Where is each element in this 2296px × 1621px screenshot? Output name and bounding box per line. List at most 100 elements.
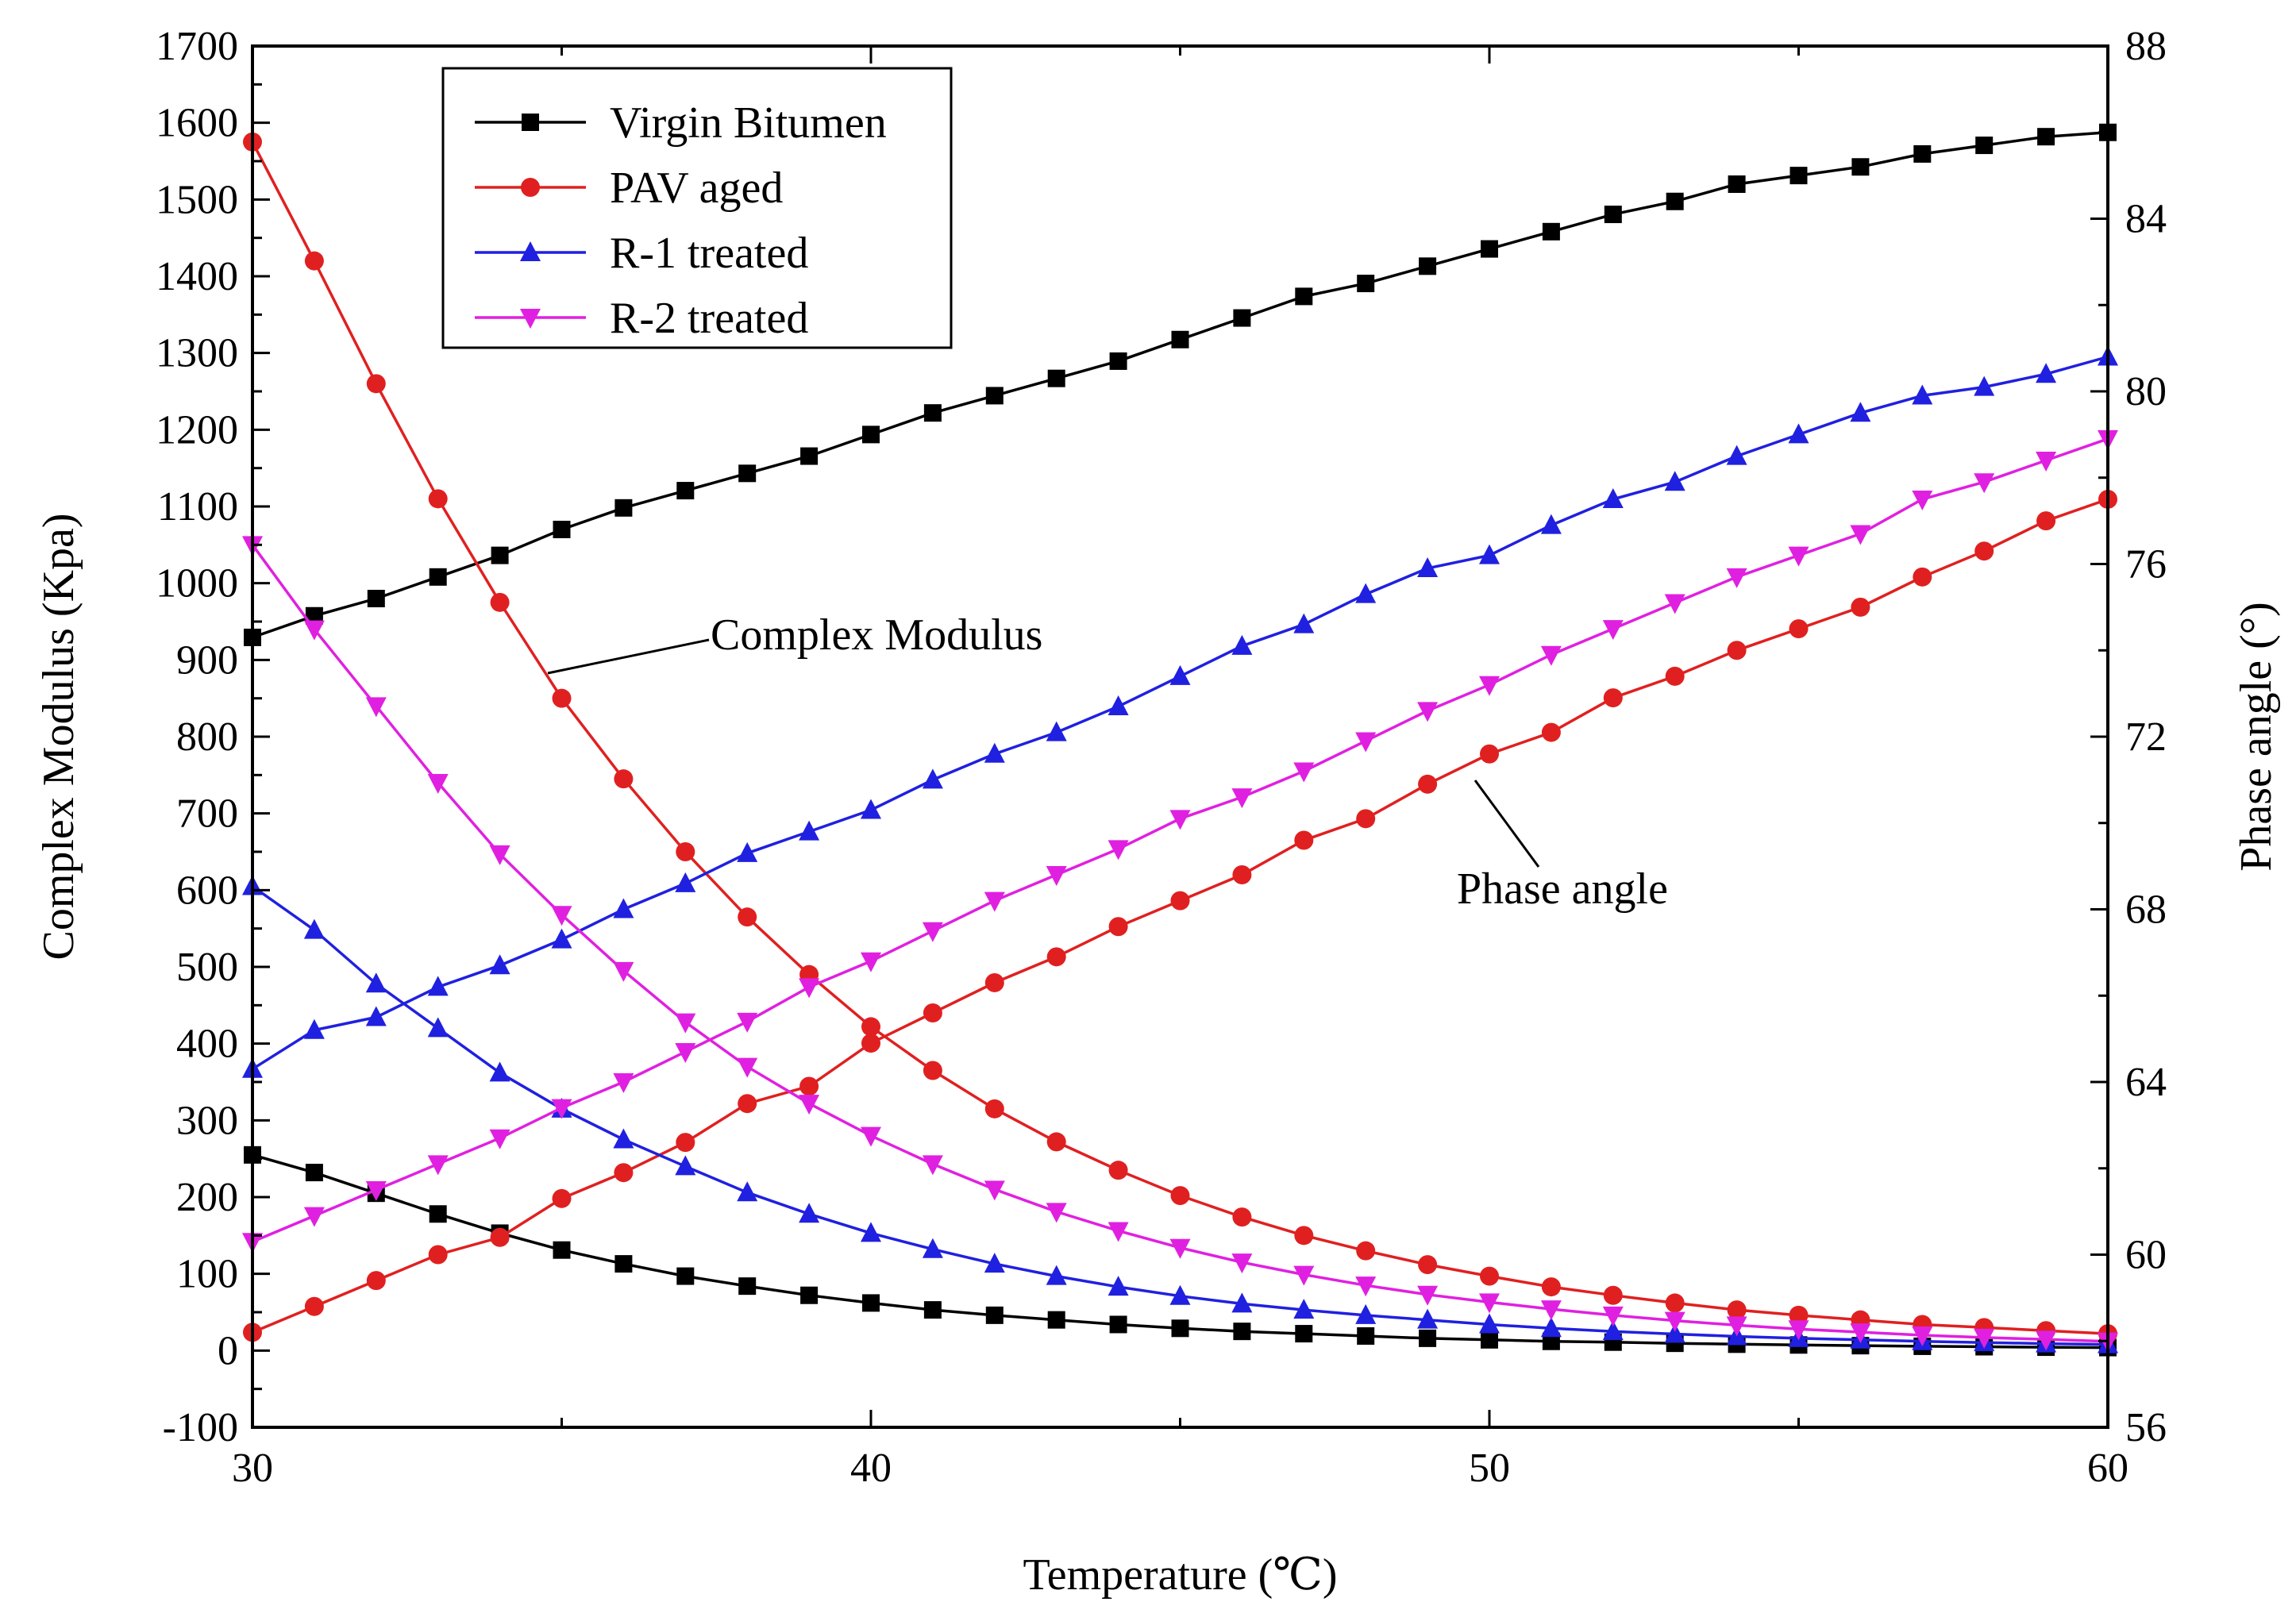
pav-aged-complex-modulus-point [676,842,695,861]
y-right-tick-label: 88 [2125,24,2167,69]
virgin-bitumen-complex-modulus-point [1357,1326,1375,1345]
annotations: Complex Modulus Phase angle [547,610,1668,914]
legend-r-1-treated-label: R-1 treated [610,229,808,278]
virgin-bitumen-phase-angle-point [738,464,757,483]
virgin-bitumen-phase-angle-point [1542,222,1560,241]
r-1-treated-phase-angle-point [737,841,758,862]
pav-aged-phase-angle-point [861,1034,880,1053]
pav-aged-phase-angle-point [1480,744,1499,764]
r-2-treated-complex-modulus-point [2036,1330,2057,1351]
r-2-treated-complex-modulus-point [984,1180,1005,1201]
virgin-bitumen-phase-angle-point [1481,240,1498,258]
virgin-bitumen-complex-modulus-point [985,1306,1004,1324]
r-1-treated-phase-angle-point [489,954,510,975]
r-2-treated-complex-modulus-point [799,1095,820,1115]
r-2-treated-phase-angle-point [1046,866,1067,886]
r-2-treated-complex-modulus-point [1046,1203,1067,1223]
r-2-treated-phase-angle-point [861,952,881,972]
pav-aged-complex-modulus-point [1665,1293,1685,1313]
r-1-treated-phase-angle-point [799,820,820,841]
virgin-bitumen-phase-angle-point [1913,144,1932,163]
legend-pav-aged-marker [521,178,540,197]
pav-aged-complex-modulus-point [614,769,634,789]
virgin-bitumen-phase-angle-point [923,404,942,422]
r-1-treated-phase-angle-point [675,872,696,892]
y-axis-left-title: Complex Modulus (Kpa) [34,513,83,960]
pav-aged-complex-modulus-point [1232,1207,1252,1227]
phase-angle-annotation: Phase angle [1457,864,1668,914]
pav-aged-complex-modulus-point [1294,1226,1314,1246]
r-1-treated-phase-angle-point [1974,375,1995,396]
pav-aged-phase-angle-point [1232,865,1252,884]
pav-aged-complex-modulus-point [1418,1255,1438,1275]
pav-aged-complex-modulus-point [1356,1241,1376,1261]
y-left-tick-label: 1600 [156,101,238,146]
y-left-tick-label: 300 [176,1098,238,1143]
virgin-bitumen-phase-angle-point [676,482,695,500]
r-1-treated-complex-modulus-point [489,1061,510,1082]
r-1-treated-phase-angle-point [1417,556,1439,577]
r-2-treated-complex-modulus-point [861,1126,881,1147]
r-2-treated-phase-angle-point [551,1099,572,1119]
pav-aged-phase-angle-point [1170,891,1190,911]
r-1-treated-complex-modulus-point [737,1181,758,1202]
virgin-bitumen-phase-angle-point [1047,369,1065,387]
y-left-tick-label: 1300 [156,331,238,376]
virgin-bitumen-phase-angle-point [1233,309,1251,327]
r-1-treated-phase-angle-point [1540,514,1562,534]
pav-aged-complex-modulus-point [1108,1161,1128,1180]
y-right-tick-label: 76 [2125,542,2167,587]
legend-virgin-bitumen-marker [522,114,539,131]
pav-aged-phase-angle-point [1665,666,1685,686]
pav-aged-phase-angle-point [1974,541,1994,561]
r-1-treated-complex-modulus-point [365,972,387,993]
pav-aged-complex-modulus-point [1603,1285,1623,1305]
virgin-bitumen-phase-angle-point [1109,352,1127,370]
pav-aged-complex-modulus-point [1046,1132,1066,1152]
virgin-bitumen-complex-modulus-point [862,1294,880,1312]
virgin-bitumen-phase-angle-point [1975,137,1994,155]
virgin-bitumen-complex-modulus-point [614,1255,633,1273]
x-tick-label: 50 [1469,1446,1510,1491]
r-1-treated-complex-modulus-point [1046,1265,1067,1285]
legend-virgin-bitumen-label: Virgin Bitumen [610,98,887,148]
r-1-treated-phase-angle-point [551,928,572,949]
r-2-treated-phase-angle-point [365,1180,387,1201]
legend-r-2-treated-label: R-2 treated [610,294,808,343]
virgin-bitumen-phase-angle-point [862,425,880,444]
pav-aged-complex-modulus-point [1170,1186,1190,1206]
y-left-tick-label: 1700 [156,24,238,69]
r-2-treated-complex-modulus-point [303,620,325,641]
y-axis-right-title: Phase angle (°) [2232,602,2281,872]
y-left-tick-label: 200 [176,1175,238,1220]
virgin-bitumen-phase-angle-point [491,546,509,564]
r-2-treated-complex-modulus-point [427,774,449,794]
r-1-treated-phase-angle-point [303,1018,325,1039]
r-1-treated-complex-modulus-point [675,1155,696,1176]
r-1-treated-phase-angle-point [1479,544,1500,564]
r-2-treated-phase-angle-point [613,1073,634,1093]
series-pav-aged-complex-modulus [243,132,2117,1344]
y-left-tick-label: 1100 [157,484,238,529]
virgin-bitumen-phase-angle-point [1357,275,1375,293]
r-2-treated-phase-angle-point [1479,676,1500,696]
r-2-treated-phase-angle-point [1231,788,1253,809]
r-1-treated-complex-modulus-point [984,1253,1005,1273]
r-1-treated-complex-modulus-point [1602,1320,1624,1341]
pav-aged-phase-angle-point [614,1163,634,1183]
r-1-treated-phase-angle-point [1046,721,1067,741]
pav-aged-phase-angle-point [490,1227,510,1247]
r-2-treated-complex-modulus-point [1479,1293,1500,1314]
r-2-treated-complex-modulus-point [1540,1300,1562,1321]
r-1-treated-phase-angle-point [1231,634,1253,655]
virgin-bitumen-complex-modulus-point [553,1241,571,1259]
complex-modulus-annotation-leader [547,638,710,675]
r-2-treated-complex-modulus-point [489,845,510,865]
pav-aged-phase-angle-point [552,1188,572,1208]
r-1-treated-phase-angle-point [427,976,449,996]
r-1-treated-phase-angle-point [922,768,943,789]
r-1-treated-phase-angle-point [861,799,881,819]
virgin-bitumen-complex-modulus-point [1295,1325,1313,1343]
r-1-treated-complex-modulus-point [1540,1317,1562,1338]
